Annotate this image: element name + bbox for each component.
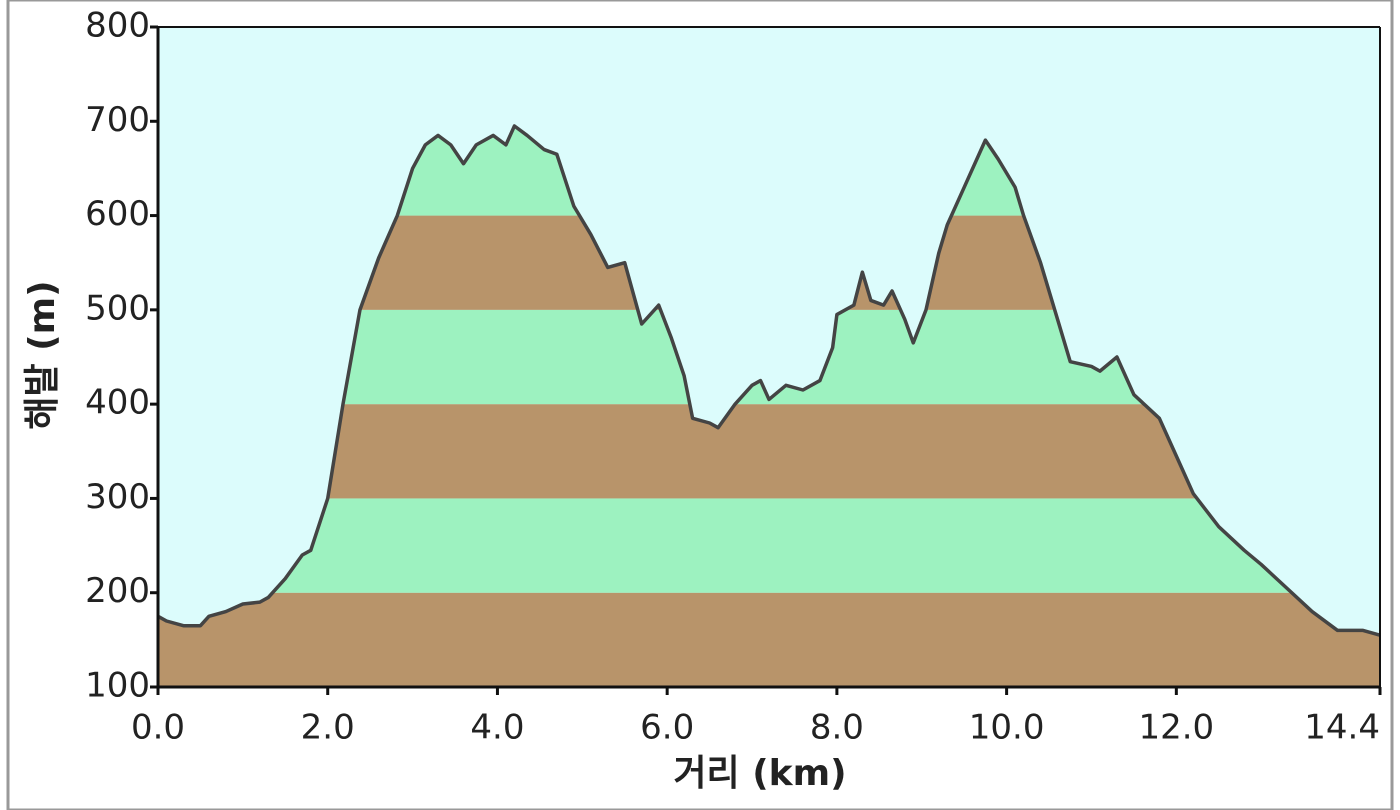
y-tick-label: 600 [85, 194, 150, 234]
y-tick-label: 100 [85, 666, 150, 706]
x-tick-label: 0.0 [131, 708, 185, 748]
x-tick-label: 6.0 [640, 708, 694, 748]
elevation-band [158, 498, 1380, 593]
y-tick-label: 300 [85, 477, 150, 517]
y-axis-title: 해발 (m) [22, 280, 63, 429]
x-tick-label: 2.0 [301, 708, 355, 748]
x-tick-label: 14.4 [1304, 708, 1380, 748]
frame [6, 0, 1394, 810]
x-tick-label: 8.0 [810, 708, 864, 748]
y-tick-label: 500 [85, 288, 150, 328]
y-tick-label: 400 [85, 383, 150, 423]
elevation-line [157, 124, 1381, 637]
y-tick-label: 200 [85, 571, 150, 611]
x-tick-label: 10.0 [969, 708, 1045, 748]
y-tick-label: 800 [85, 6, 150, 46]
x-axis-title: 거리 (km) [673, 753, 846, 794]
x-tick-label: 4.0 [470, 708, 524, 748]
elevation-band [158, 592, 1380, 687]
x-tick-label: 12.0 [1138, 708, 1214, 748]
y-tick-label: 700 [85, 100, 150, 140]
